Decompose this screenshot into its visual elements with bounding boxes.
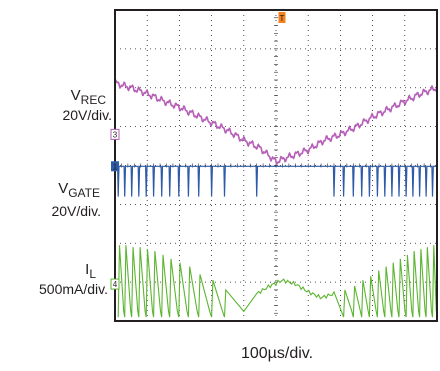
channel-1-marker: 1 [111, 161, 119, 172]
trace-v-gate [114, 165, 438, 197]
i-l-scale: 500mA/div. [39, 281, 108, 297]
trace-v-rec [114, 79, 438, 166]
channel-3-marker-text: 3 [113, 130, 118, 139]
time-base-label: 100µs/div. [241, 345, 313, 362]
v-gate-scale: 20V/div. [51, 203, 101, 219]
channel-3-marker: 3 [110, 128, 120, 140]
v-gate-label: VGATE [58, 180, 100, 200]
graticule [114, 9, 438, 322]
trace-i-l [117, 245, 437, 318]
i-l-label: IL [85, 261, 96, 281]
channel-4-marker-text: 4 [113, 280, 118, 289]
trigger-marker: T [278, 12, 286, 23]
trigger-marker-text: T [280, 14, 285, 23]
channel-1-marker-text: 1 [113, 162, 118, 171]
v-rec-label: VREC [71, 87, 107, 107]
waveform-traces [114, 79, 438, 318]
v-rec-scale: 20V/div. [62, 107, 112, 123]
channel-4-marker: 4 [110, 278, 120, 290]
